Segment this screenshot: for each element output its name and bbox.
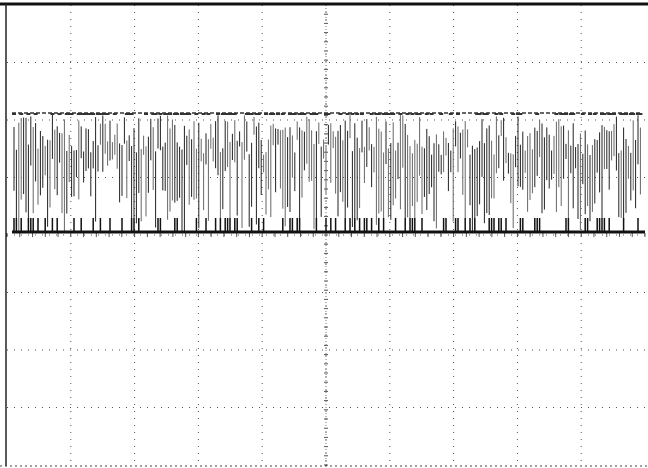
screen-background	[0, 0, 648, 468]
oscilloscope-screen	[0, 0, 648, 468]
page: (() => { const svg = document.getElement…	[0, 0, 648, 468]
